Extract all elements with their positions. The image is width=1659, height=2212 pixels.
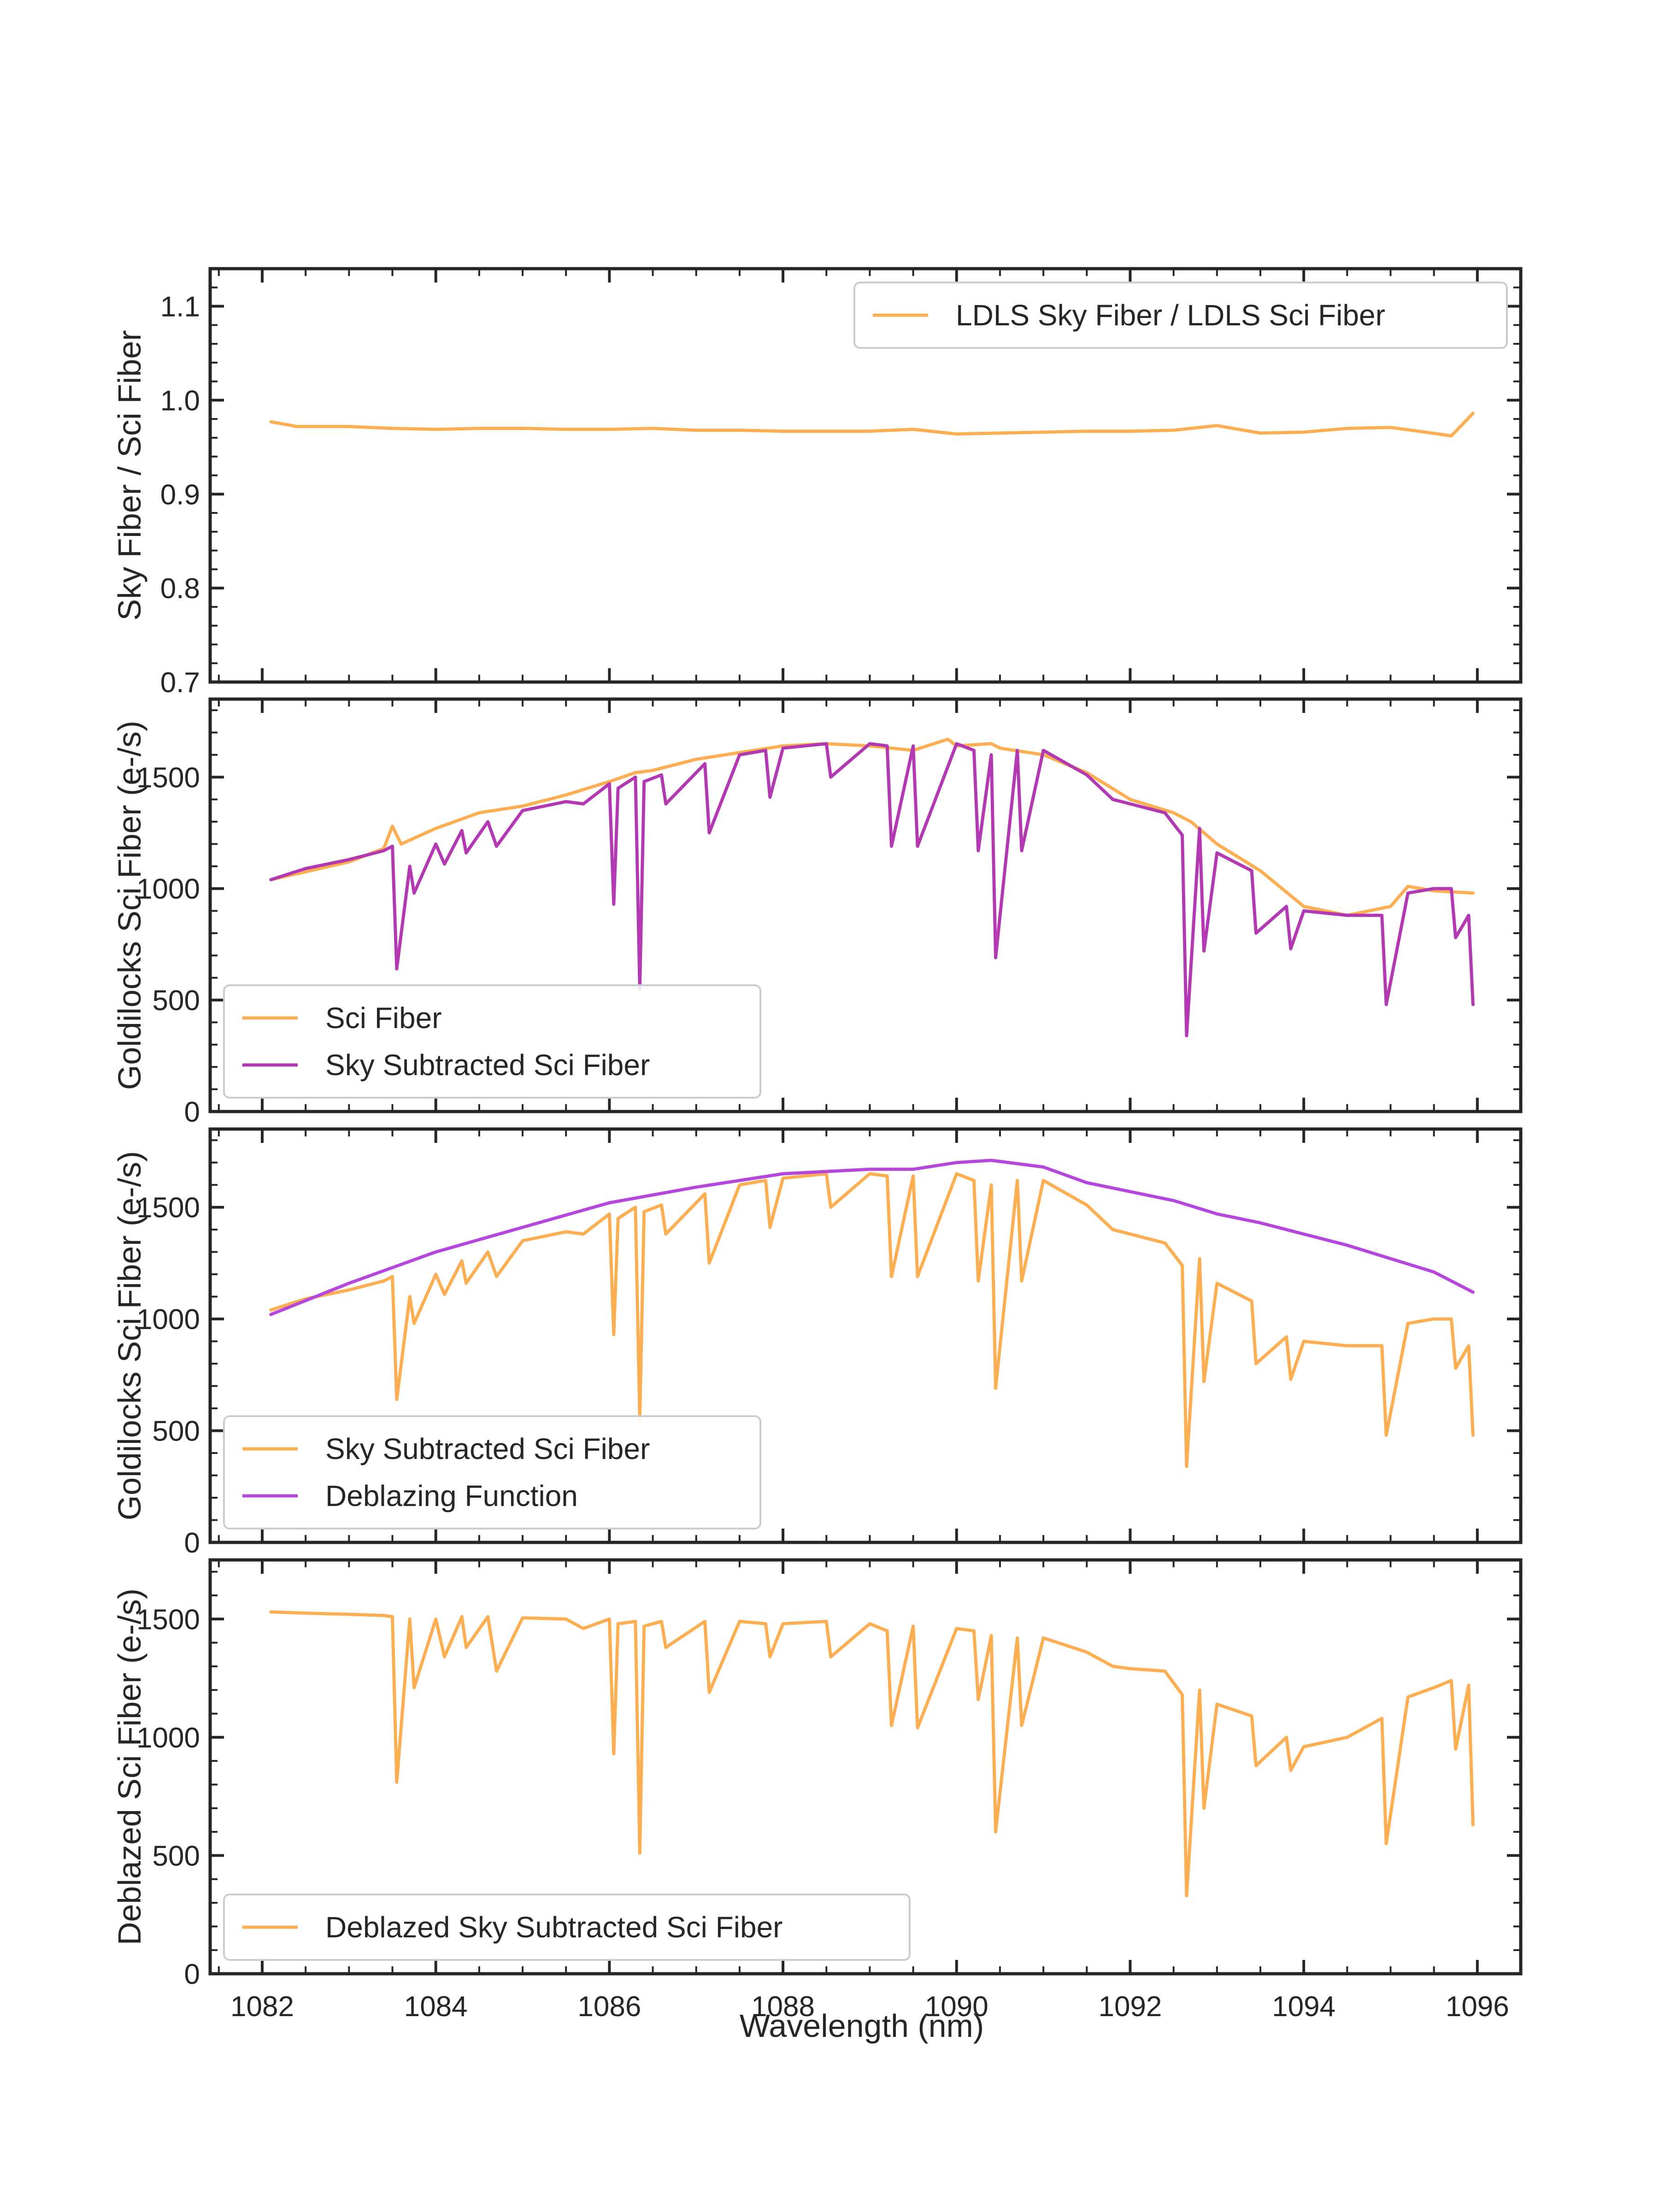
- series-line-1: [269, 1610, 1475, 1898]
- y-tick-label: 1.1: [160, 291, 200, 323]
- y-tick-label: 500: [153, 1416, 200, 1447]
- x-tick-label: 1082: [230, 1991, 294, 2023]
- y-tick-label: 1500: [136, 1192, 200, 1224]
- y-tick-label: 500: [153, 985, 200, 1017]
- y-tick-label: 1000: [136, 1722, 200, 1754]
- x-tick-label: 1088: [751, 1991, 815, 2023]
- plot-frame: [208, 697, 1523, 1113]
- y-axis-label: Deblazed Sci Fiber (e-/s): [112, 1588, 147, 1945]
- y-tick-label: 0.9: [160, 479, 200, 511]
- y-tick-label: 0: [184, 1527, 200, 1559]
- series-line-2: [269, 1159, 1475, 1316]
- y-tick-label: 1000: [136, 873, 200, 905]
- y-tick-label: 0.7: [160, 667, 200, 699]
- series-line-1: [269, 412, 1475, 438]
- legend-label: Sky Subtracted Sci Fiber: [325, 1432, 650, 1465]
- legend-box: [853, 282, 1508, 349]
- x-tick-label: 1084: [404, 1991, 468, 2023]
- legend-label: LDLS Sky Fiber / LDLS Sci Fiber: [956, 299, 1385, 332]
- plot-frame: [208, 1127, 1523, 1544]
- series-line-1: [269, 1172, 1475, 1468]
- panel-bottom: 1082 1084 1086 1088 1090 1092 1094 1096 0 500 1000…: [112, 1558, 1523, 2023]
- y-axis-label: Sky Fiber / Sci Fiber: [112, 330, 147, 620]
- x-axis-label: Wavelength (nm): [740, 2008, 984, 2044]
- series-line-2: [269, 742, 1475, 1037]
- panel-top: 0.7 0.8 0.9 1.0 1.1 Sky Fiber / Sci Fiber LDLS…: [112, 267, 1523, 699]
- x-tick-label: 1086: [577, 1991, 641, 2023]
- legend-box: [223, 1415, 761, 1530]
- y-tick-label: 1.0: [160, 385, 200, 417]
- legend-label: Sci Fiber: [325, 1001, 442, 1035]
- y-tick-label: 0: [184, 1096, 200, 1128]
- y-tick-label: 1500: [136, 762, 200, 794]
- x-tick-label: 1096: [1446, 1991, 1509, 2023]
- x-tick-label: 1094: [1272, 1991, 1335, 2023]
- plot-frame: [208, 1558, 1523, 1976]
- legend-label: Deblazing Function: [325, 1479, 578, 1512]
- y-axis-label: Goldilocks Sci Fiber (e-/s): [112, 721, 147, 1090]
- y-tick-label: 1500: [136, 1604, 200, 1635]
- y-tick-label: 500: [153, 1840, 200, 1872]
- legend-box: [223, 984, 761, 1099]
- y-tick-label: 0: [184, 1959, 200, 1990]
- y-axis-label: Goldilocks Sci Fiber (e-/s): [112, 1151, 147, 1520]
- plot-layer: 0.7 0.8 0.9 1.0 1.1 Sky Fiber / Sci Fiber LDLS…: [112, 267, 1523, 2023]
- legend-label: Deblazed Sky Subtracted Sci Fiber: [325, 1911, 782, 1944]
- y-tick-label: 1000: [136, 1304, 200, 1335]
- x-tick-label: 1090: [925, 1991, 988, 2023]
- legend-label: Sky Subtracted Sci Fiber: [325, 1048, 650, 1082]
- x-tick-label: 1092: [1098, 1991, 1162, 2023]
- y-tick-label: 0.8: [160, 573, 200, 605]
- legend-box: [223, 1894, 911, 1961]
